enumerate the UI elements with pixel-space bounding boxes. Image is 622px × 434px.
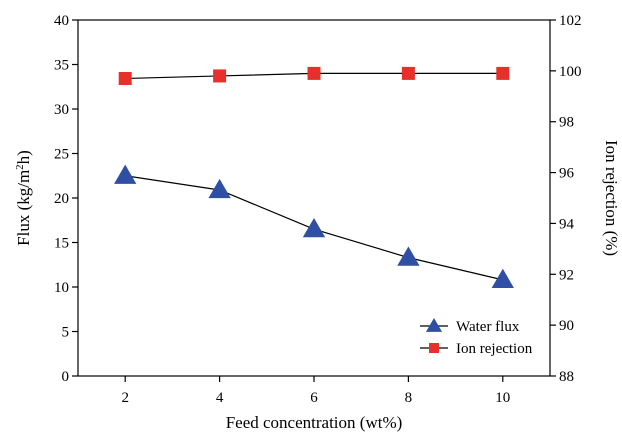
series-layer (114, 66, 514, 288)
legend-item: Ion rejection (420, 341, 533, 357)
right-y-axis-title: Ion rejection (%) (602, 140, 621, 256)
right-y-tick-label: 98 (559, 115, 574, 131)
legend-label: Ion rejection (456, 341, 533, 357)
data-point-triangle (302, 217, 326, 238)
legend-label: Water flux (456, 319, 520, 335)
x-tick-label: 2 (121, 390, 129, 406)
left-y-axis-ticks: 0 5 10 15 20 25 30 35 40 (54, 13, 78, 385)
series-ion-rejection (118, 66, 510, 85)
x-axis-ticks: 2 4 6 8 10 (121, 376, 510, 406)
left-y-tick-label: 5 (62, 325, 70, 341)
x-axis-title: Feed concentration (wt%) (226, 413, 403, 432)
left-y-axis-title: Flux (kg/m2h) (14, 150, 33, 246)
legend-marker-triangle (425, 317, 443, 332)
left-y-axis-title-main: Flux (kg/m (14, 170, 33, 246)
right-y-tick-label: 92 (559, 267, 574, 283)
x-tick-label: 4 (216, 390, 224, 406)
data-point-triangle (114, 164, 137, 184)
data-point-square (213, 69, 227, 83)
data-point-square (496, 66, 510, 80)
left-y-tick-label: 35 (54, 58, 69, 74)
left-y-axis-title-end: h) (14, 150, 33, 164)
data-point-triangle (208, 178, 231, 199)
data-point-triangle (491, 268, 514, 288)
right-y-axis-ticks: 88 90 92 94 96 98 100 102 (550, 13, 582, 385)
left-y-tick-label: 0 (62, 369, 70, 385)
left-y-tick-label: 25 (54, 147, 69, 163)
right-y-tick-label: 100 (559, 64, 582, 80)
right-y-tick-label: 94 (559, 216, 575, 232)
legend-marker-square (429, 343, 439, 353)
right-y-tick-label: 90 (559, 318, 574, 334)
left-y-tick-label: 30 (54, 102, 69, 118)
data-point-square (401, 66, 415, 80)
left-y-axis-title-superscript: 2 (14, 164, 26, 170)
right-y-tick-label: 96 (559, 166, 575, 182)
data-point-square (118, 71, 132, 85)
left-y-tick-label: 20 (54, 191, 69, 207)
x-tick-label: 10 (495, 390, 510, 406)
left-y-tick-label: 40 (54, 13, 69, 29)
legend-item: Water flux (420, 317, 520, 335)
x-tick-label: 8 (405, 390, 413, 406)
left-y-tick-label: 10 (54, 280, 69, 296)
right-y-tick-label: 88 (559, 369, 574, 385)
series-water-flux (114, 164, 514, 288)
x-tick-label: 6 (310, 390, 318, 406)
data-point-triangle (397, 246, 420, 266)
left-y-tick-label: 15 (54, 236, 69, 252)
data-point-square (307, 66, 321, 80)
legend: Water flux Ion rejection (420, 317, 533, 357)
right-y-tick-label: 102 (559, 13, 582, 29)
